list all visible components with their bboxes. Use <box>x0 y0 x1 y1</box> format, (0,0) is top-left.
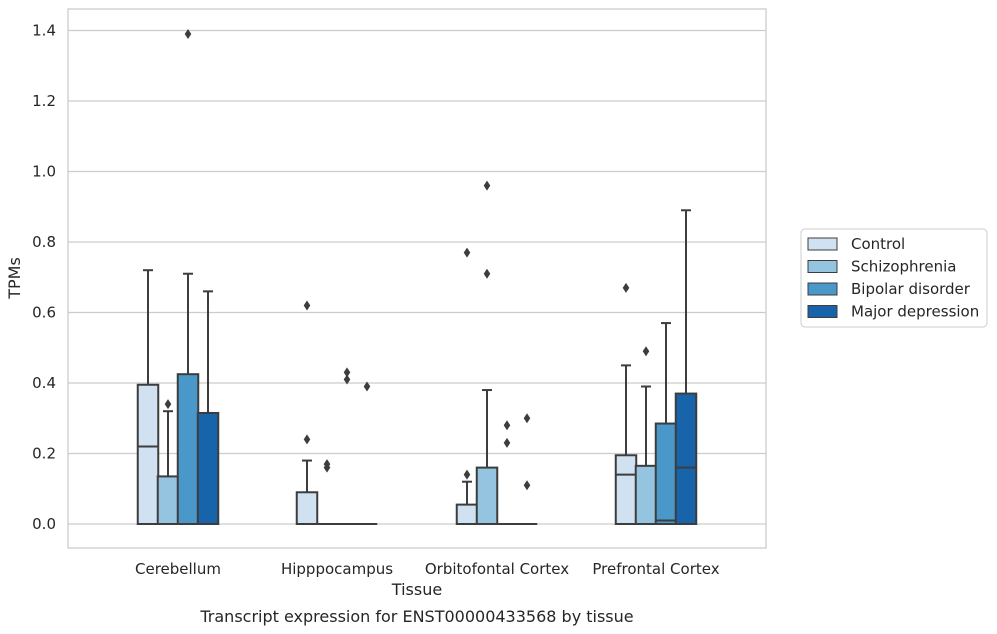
legend: Control Schizophrenia Bipolar disorder Majo… <box>800 228 988 328</box>
y-tick-label: 0.2 <box>32 445 56 463</box>
box-control <box>614 282 638 526</box>
box-control <box>295 300 319 525</box>
legend-swatch <box>807 237 838 251</box>
y-tick-label: 0.0 <box>32 515 56 533</box>
y-tick-label: 0.4 <box>32 374 56 392</box>
box-body <box>156 475 180 526</box>
outlier-point <box>164 399 172 410</box>
box-body <box>634 464 658 525</box>
legend-label: Schizophrenia <box>851 258 956 276</box>
x-axis-title: Tissue <box>391 580 442 599</box>
outlier-point <box>363 381 371 392</box>
y-tick-label: 0.6 <box>32 304 56 322</box>
box-schizophrenia <box>475 180 499 526</box>
outlier-point <box>523 480 531 491</box>
box-bipolar-disorder <box>496 420 518 525</box>
y-tick-labels: 0.0 0.2 0.4 0.6 0.8 1.0 1.2 1.4 <box>32 22 56 534</box>
outlier-point <box>523 413 531 424</box>
box-control <box>136 269 160 526</box>
outlier-point <box>503 420 511 431</box>
y-axis-title: TPMs <box>5 257 24 300</box>
x-category-label: Orbitofontal Cortex <box>425 560 569 578</box>
x-category-labels: Cerebellum Hipppocampus Orbitofontal Corte… <box>135 560 720 578</box>
outlier-point <box>642 346 650 357</box>
plot-frame <box>67 8 767 549</box>
outlier-point <box>483 180 491 191</box>
legend-label: Major depression <box>851 303 979 321</box>
x-category-label: Cerebellum <box>135 560 221 578</box>
outlier-point <box>343 374 351 385</box>
box-bipolar-disorder <box>336 367 358 525</box>
box-body <box>176 373 200 525</box>
x-category-label: Hipppocampus <box>281 560 393 578</box>
chart-caption: Transcript expression for ENST0000043356… <box>199 607 633 626</box>
x-category-label: Prefrontal Cortex <box>592 560 719 578</box>
box-bipolar-disorder <box>176 29 200 525</box>
y-tick-label: 1.0 <box>32 163 56 181</box>
box-body <box>136 383 160 526</box>
outlier-point <box>483 268 491 279</box>
y-tick-label: 0.8 <box>32 233 56 251</box>
outlier-point <box>343 367 351 378</box>
outlier-point <box>463 469 471 480</box>
outlier-point <box>622 282 630 293</box>
box-major-depression <box>516 413 538 525</box>
y-tick-label: 1.4 <box>32 22 56 40</box>
box-major-depression <box>356 381 378 525</box>
box-body <box>455 503 479 525</box>
outlier-point <box>303 434 311 445</box>
box-body <box>295 491 319 525</box>
box-schizophrenia <box>634 346 658 525</box>
outlier-point <box>463 247 471 258</box>
outlier-point <box>503 437 511 448</box>
outlier-point <box>323 459 331 470</box>
box-bipolar-disorder <box>654 322 678 526</box>
box-body <box>654 422 678 526</box>
outlier-point <box>184 29 192 40</box>
box-schizophrenia <box>156 399 180 526</box>
box-body <box>475 466 499 526</box>
box-schizophrenia <box>316 459 338 525</box>
legend-frame <box>800 228 988 328</box>
box-groups <box>136 29 698 526</box>
box-body <box>614 454 638 526</box>
legend-label: Control <box>851 235 905 253</box>
box-body <box>674 392 698 526</box>
outlier-point <box>303 300 311 311</box>
legend-label: Bipolar disorder <box>851 280 971 298</box>
box-major-depression <box>196 290 220 525</box>
y-tick-label: 1.2 <box>32 92 56 110</box>
box-body <box>196 411 220 525</box>
box-major-depression <box>674 209 698 526</box>
legend-swatch <box>807 305 838 318</box>
legend-swatch <box>807 282 838 296</box>
box-control <box>455 247 479 525</box>
legend-swatch <box>807 260 838 273</box>
